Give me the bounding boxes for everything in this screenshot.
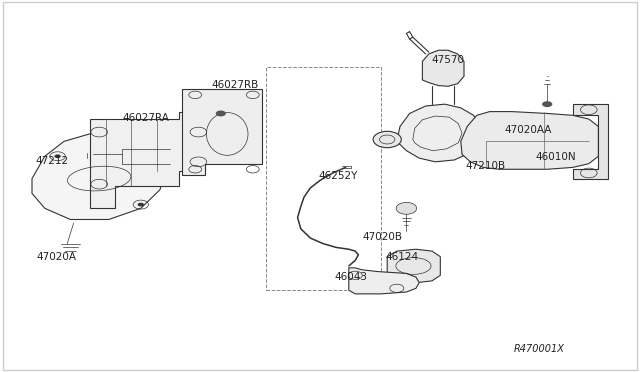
Text: 47020AA: 47020AA	[504, 125, 552, 135]
Text: R470001X: R470001X	[513, 344, 564, 354]
Polygon shape	[90, 112, 205, 208]
Text: 46027RA: 46027RA	[122, 113, 170, 123]
Polygon shape	[461, 112, 598, 169]
Text: 46043: 46043	[334, 272, 367, 282]
Text: 46027RB: 46027RB	[212, 80, 259, 90]
Text: 47212: 47212	[36, 156, 69, 166]
Polygon shape	[349, 268, 419, 294]
Circle shape	[216, 110, 226, 116]
Circle shape	[542, 101, 552, 107]
Text: 47570: 47570	[431, 55, 465, 64]
Text: 46252Y: 46252Y	[318, 171, 358, 180]
Polygon shape	[422, 50, 464, 86]
Polygon shape	[573, 104, 608, 179]
Polygon shape	[32, 134, 166, 219]
Text: 46010N: 46010N	[535, 152, 576, 162]
Polygon shape	[182, 89, 262, 175]
Text: 47210B: 47210B	[465, 161, 505, 170]
Circle shape	[373, 131, 401, 148]
Text: 47020A: 47020A	[36, 253, 76, 262]
Polygon shape	[387, 249, 440, 283]
Circle shape	[396, 202, 417, 214]
Circle shape	[54, 154, 61, 158]
Text: 47020B: 47020B	[363, 232, 403, 242]
Polygon shape	[397, 104, 480, 162]
Text: 46124: 46124	[385, 253, 419, 262]
Circle shape	[138, 203, 144, 206]
